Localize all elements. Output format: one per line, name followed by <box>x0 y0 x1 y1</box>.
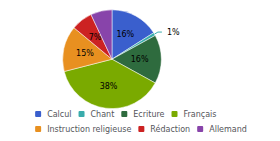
svg-text:Instruction religieuse: Instruction religieuse <box>47 125 131 134</box>
svg-text:7%: 7% <box>89 33 102 42</box>
svg-text:Rédaction: Rédaction <box>150 124 190 134</box>
svg-text:Ecriture: Ecriture <box>133 110 164 119</box>
svg-text:Chant: Chant <box>91 110 115 119</box>
svg-text:Français: Français <box>184 110 217 119</box>
svg-text:16%: 16% <box>131 55 149 64</box>
svg-text:15%: 15% <box>76 49 94 58</box>
svg-text:38%: 38% <box>100 82 118 91</box>
svg-text:16%: 16% <box>116 30 134 39</box>
svg-text:Allemand: Allemand <box>209 125 247 134</box>
svg-text:1%: 1% <box>167 28 180 37</box>
svg-text:Calcul: Calcul <box>47 110 71 119</box>
